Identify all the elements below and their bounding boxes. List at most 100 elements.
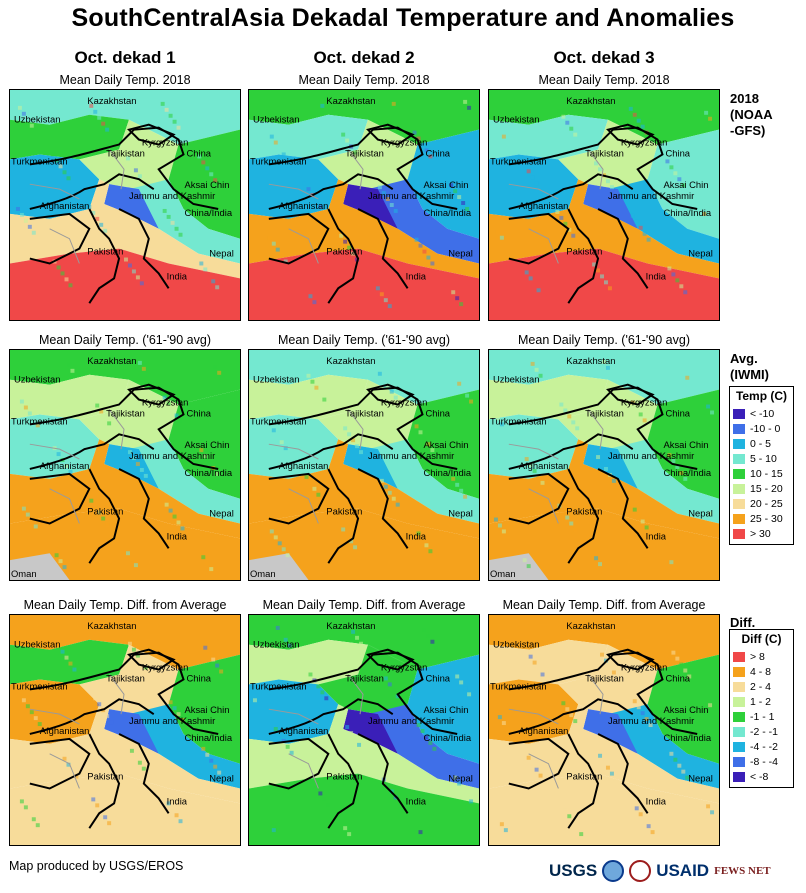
map-pixel [209,758,214,763]
row-label-2018: 2018 (NOAA -GFS) [730,91,773,139]
map-pixel [495,229,500,234]
map-pixel [27,411,32,416]
map-pixel [174,226,179,231]
row-label-avg: Avg. (IWMI) [730,351,769,383]
map-canvas: Kazakhstan Uzbekistan KyrgyzstanTajikistan… [10,615,240,845]
map-pixel [308,672,313,677]
map-label-india: India [167,795,188,806]
map-label-oman: Oman [250,568,276,579]
map-pixel [33,524,38,529]
map-pixel [160,101,165,106]
map-zone [128,704,240,789]
country-border [508,386,698,470]
map-caption: Mean Daily Temp. 2018 [298,73,430,87]
map-zone [168,129,240,239]
map-pixel [35,823,40,828]
admin-border [49,488,80,524]
map-pixel [395,694,400,699]
map-label-kyrgyzstan: Kyrgyzstan [381,137,428,148]
map-pixel [430,448,435,453]
map-pixel [708,511,713,516]
map-label-uzbekistan: Uzbekistan [253,374,300,385]
map-pixel [70,368,75,373]
map-pixel [379,670,384,675]
map-label-china: China [665,672,690,683]
map-pixel [129,748,134,753]
map-pixel [611,670,616,675]
map-pixel [133,563,138,568]
map-pixel [17,500,22,505]
map-pixel [530,361,535,366]
map-label-tajikistan: Tajikistan [585,147,624,158]
map-label-oman: Oman [11,568,37,579]
map-label-nepal: Nepal [448,773,473,784]
map-pixel [289,750,294,755]
map-pixel [530,761,535,766]
country-border [508,126,698,210]
map-pixel [465,793,470,798]
map-label-kazakhstan: Kazakhstan [566,95,615,106]
map-label-uzbekistan: Uzbekistan [14,114,61,125]
map-pixel [347,832,352,837]
map-pixel [600,461,604,465]
map-pixel [604,466,608,471]
map-pixel [493,517,498,522]
map-avg-dekad-2: Kazakhstan Uzbekistan Kyrgyzstan Tajikistan… [248,349,480,581]
map-zone [168,654,240,764]
map-pixel [630,213,635,218]
country-border [508,651,698,735]
legend-label: 0 - 5 [750,437,772,450]
map-pixel [602,359,606,364]
map-pixel [428,740,433,745]
admin-border [49,753,80,789]
map-label-aksai-chin: Aksai Chin [184,179,229,190]
legend-label: -1 - 1 [750,710,775,723]
map-pixel [412,130,417,135]
map-pixel [420,729,425,733]
map-pixel [561,701,566,706]
map-pixel [320,103,325,108]
map-pixel [343,239,348,244]
map-pixel [457,195,462,200]
map-pixel [605,765,610,770]
map-label-kyrgyzstan: Kyrgyzstan [142,397,189,408]
map-pixel [422,627,427,632]
map-pixel [273,535,278,540]
map-pixel [457,381,462,386]
map-pixel [428,549,433,554]
legend-temperature: Temp (C) < -10 -10 - 0 0 - 5 5 - 10 10 - 15 1… [729,386,794,545]
legend-item: 1 - 2 [733,694,790,709]
legend-swatch [733,483,745,494]
map-pixel [66,762,71,767]
map-pixel [281,738,286,743]
map-pixel [493,122,498,127]
map-pixel [671,650,676,655]
map-pixel [89,498,94,503]
legend-swatch [733,681,745,692]
row-label-line: 2018 [730,91,759,106]
map-label-kyrgyzstan: Kyrgyzstan [142,137,189,148]
map-pixel [170,220,175,225]
column-header-dekad-3: Oct. dekad 3 [553,48,655,67]
map-pixel [56,265,61,270]
map-pixel [526,564,531,569]
map-pixel [64,277,69,282]
admin-border [268,443,319,460]
country-border [357,468,409,549]
usaid-seal-icon [629,860,652,882]
country-border [29,737,91,790]
map-pixel [205,166,210,171]
map-pixel [265,128,270,133]
map-pixel [176,712,181,717]
map-pixel [281,152,286,157]
map-pixel [345,138,350,143]
map-pixel [648,531,653,536]
map-label-jammu: Jammu and Kashmir [608,715,694,726]
map-pixel [397,801,402,806]
legend-swatch [733,741,745,752]
map-pixel [453,189,458,194]
map-pixel [416,723,421,728]
map-pixel [135,275,140,280]
map-pixel [105,714,110,719]
map-label-kazakhstan: Kazakhstan [87,355,136,366]
